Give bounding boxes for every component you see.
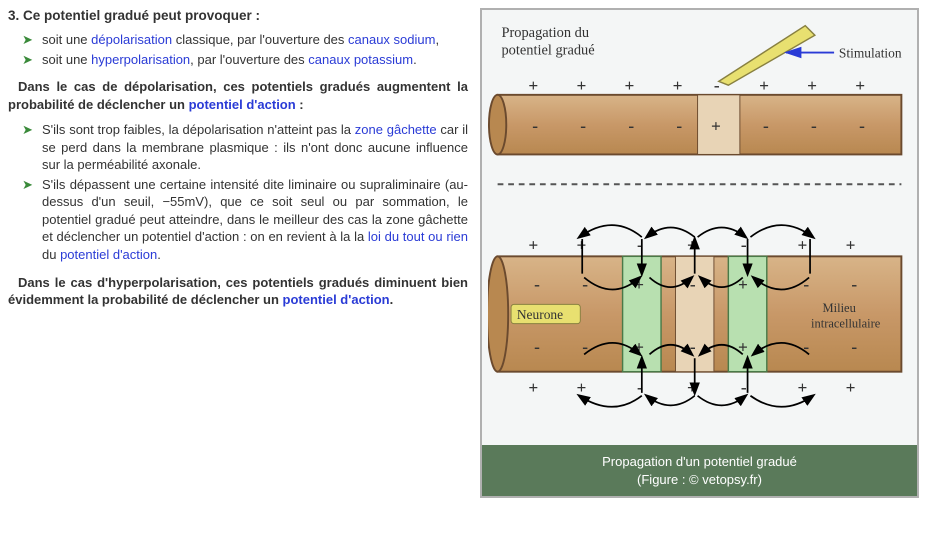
- list2-item1: S'ils sont trop faibles, la dépolarisati…: [42, 121, 468, 174]
- svg-text:-: -: [741, 236, 747, 255]
- svg-text:+: +: [528, 236, 538, 255]
- diagram-svg: Propagation du potentiel gradué Stimulat…: [488, 16, 911, 439]
- top-axon: + + + + - + + + - - - - + - - -: [489, 76, 901, 154]
- link-potentiel-action-3[interactable]: potentiel d'action: [283, 292, 390, 307]
- svg-text:+: +: [759, 76, 769, 95]
- svg-text:+: +: [673, 76, 683, 95]
- svg-text:-: -: [714, 76, 720, 95]
- svg-text:+: +: [576, 378, 586, 397]
- figure-caption: Propagation d'un potentiel gradué (Figur…: [482, 445, 917, 496]
- svg-text:+: +: [798, 378, 808, 397]
- svg-text:-: -: [763, 116, 769, 135]
- label-propagation-2: potentiel gradué: [501, 42, 594, 58]
- svg-text:-: -: [741, 378, 747, 397]
- svg-text:-: -: [532, 116, 538, 135]
- link-loi-tout-ou-rien[interactable]: loi du tout ou rien: [368, 229, 468, 244]
- label-propagation-1: Propagation du: [501, 25, 589, 41]
- svg-text:+: +: [798, 236, 808, 255]
- svg-text:+: +: [576, 76, 586, 95]
- para-hyperpolarisation: Dans le cas d'hyperpolarisation, ces pot…: [8, 274, 468, 309]
- svg-text:+: +: [625, 76, 635, 95]
- figure-image: Propagation du potentiel gradué Stimulat…: [482, 10, 917, 445]
- svg-text:-: -: [859, 116, 865, 135]
- bullet-list-2: S'ils sont trop faibles, la dépolarisati…: [8, 121, 468, 263]
- list1-item1: soit une dépolarisation classique, par l…: [42, 31, 468, 49]
- svg-text:-: -: [676, 116, 682, 135]
- link-depolarisation[interactable]: dépolarisation: [91, 32, 172, 47]
- label-milieu-1: Milieu: [823, 301, 857, 315]
- link-zone-gachette[interactable]: zone gâchette: [355, 122, 437, 137]
- bullet-list-1: soit une dépolarisation classique, par l…: [8, 31, 468, 68]
- label-neurone: Neurone: [517, 307, 563, 322]
- link-potentiel-action-1[interactable]: potentiel d'action: [189, 97, 296, 112]
- svg-text:-: -: [811, 116, 817, 135]
- label-milieu-2: intracellulaire: [811, 316, 881, 330]
- list2-item2: S'ils dépassent une certaine intensité d…: [42, 176, 468, 264]
- svg-text:-: -: [628, 116, 634, 135]
- list1-item2: soit une hyperpolarisation, par l'ouvert…: [42, 51, 468, 69]
- svg-text:+: +: [528, 76, 538, 95]
- label-stimulation: Stimulation: [839, 45, 902, 60]
- svg-text:+: +: [846, 378, 856, 397]
- figure-panel: Propagation du potentiel gradué Stimulat…: [480, 8, 919, 498]
- para-depolarisation: Dans le cas de dépolarisation, ces poten…: [8, 78, 468, 113]
- page-wrapper: 3. Ce potentiel gradué peut provoquer : …: [8, 8, 919, 498]
- svg-text:-: -: [851, 337, 857, 356]
- svg-text:+: +: [528, 378, 538, 397]
- section-heading: 3. Ce potentiel gradué peut provoquer :: [8, 8, 468, 23]
- link-canaux-sodium[interactable]: canaux sodium: [348, 32, 435, 47]
- svg-text:+: +: [855, 76, 865, 95]
- link-canaux-potassium[interactable]: canaux potassium: [308, 52, 413, 67]
- link-hyperpolarisation[interactable]: hyperpolarisation: [91, 52, 190, 67]
- bottom-axon: ++ - + - ++ -- + - + --: [488, 225, 901, 407]
- svg-text:+: +: [846, 236, 856, 255]
- text-column: 3. Ce potentiel gradué peut provoquer : …: [8, 8, 468, 498]
- svg-text:+: +: [807, 76, 817, 95]
- svg-text:-: -: [580, 116, 586, 135]
- svg-text:+: +: [711, 116, 721, 135]
- svg-text:-: -: [534, 275, 540, 294]
- svg-text:-: -: [851, 275, 857, 294]
- link-potentiel-action-2[interactable]: potentiel d'action: [60, 247, 157, 262]
- svg-text:-: -: [534, 337, 540, 356]
